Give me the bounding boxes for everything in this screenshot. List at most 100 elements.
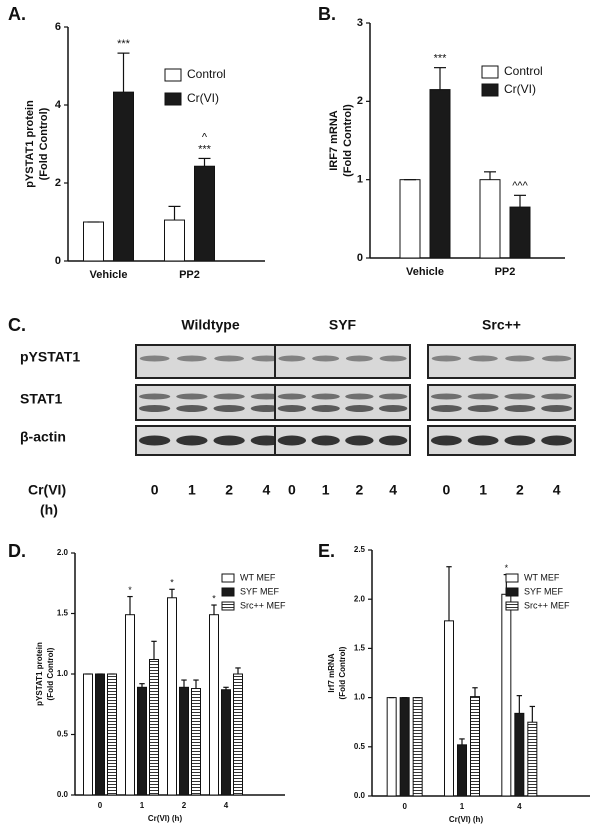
blot-band [176,393,208,400]
y-axis-label: pYSTAT1 protein [24,100,36,188]
bar [83,673,93,796]
y-tick-label: 2.5 [354,545,366,554]
lane-label: 2 [516,482,524,498]
bar [164,219,185,262]
legend-swatch [481,83,499,97]
row-label: STAT1 [20,391,62,407]
x-tick-label: PP2 [179,269,200,281]
x-tick-label: Vehicle [90,269,128,281]
legend-swatch [505,573,519,583]
blot-band [505,355,535,362]
legend-swatch [505,601,519,611]
significance-mark: ^^^ [512,180,528,192]
panel-label: C. [8,315,26,335]
lane-label: 1 [322,482,330,498]
y-axis-label: (Fold Control) [342,104,354,177]
blot-band [345,355,373,362]
x-tick-label: PP2 [495,266,516,278]
blot-band [467,393,499,400]
time-label: Cr(VI) [28,482,66,498]
blot-band [467,435,499,446]
legend-label: Control [504,64,543,78]
significance-mark: * [170,578,174,588]
y-tick-label: 1.0 [354,693,366,702]
lane-label: 0 [442,482,450,498]
bar [233,673,243,796]
blot-band [176,355,207,362]
y-tick-label: 6 [55,21,61,33]
lane-label: 1 [479,482,487,498]
y-tick-label: 2 [55,177,61,189]
x-tick-label: 0 [98,801,103,810]
bar [509,206,531,259]
bar [386,697,397,797]
blot-band [138,393,171,400]
x-tick-label: 4 [224,801,229,810]
significance-mark: *** [198,143,212,155]
blot-frame [427,344,576,379]
panel-label: D. [8,541,26,561]
panel-label: A. [8,4,26,24]
blot-frame [135,384,286,421]
blot-band [467,405,499,412]
blot-band [541,405,573,412]
blot-band [431,355,462,362]
legend-label: Control [187,67,226,81]
panel-label: E. [318,541,335,561]
blot-band [378,393,408,400]
lane-label: 2 [225,482,233,498]
lane-label: 2 [355,482,363,498]
bar [501,593,512,797]
lane-label: 0 [288,482,296,498]
legend-swatch [221,573,235,583]
blot-band [277,435,307,446]
blot-band [213,393,245,400]
legend-label: Cr(VI) [504,82,536,96]
bar [137,686,147,796]
y-axis-label: IRF7 mRNA [328,110,340,171]
blot-band [504,393,536,400]
legend-label: Src++ MEF [524,600,570,610]
bar [527,721,538,797]
y-axis-label: (Fold Control) [38,107,50,180]
significance-mark: *** [117,38,131,50]
bar [514,712,525,797]
bar [470,696,480,797]
row-label: pYSTAT1 [20,349,80,365]
significance-mark: * [505,563,509,573]
bar [194,165,215,262]
legend-label: WT MEF [524,572,560,582]
lane-label: 4 [389,482,397,498]
bar [95,673,105,796]
bar [399,179,421,259]
blot-band [138,435,171,446]
significance-mark: ^ [202,131,208,143]
blot-band [312,355,340,362]
blot-band [430,393,462,400]
significance-mark: * [128,585,132,595]
blot-band [430,435,462,446]
legend-label: WT MEF [240,572,276,582]
legend-label: SYF MEF [524,586,564,596]
lane-label: 4 [262,482,270,498]
blot-band [504,405,536,412]
x-tick-label: 0 [402,802,407,811]
blot-band [251,355,282,362]
blot-band [430,405,462,412]
y-tick-label: 0.0 [57,790,69,799]
blot-band [345,405,374,412]
y-tick-label: 0 [55,255,61,267]
y-tick-label: 0.0 [354,791,366,800]
lane-label: 4 [553,482,561,498]
y-tick-label: 2 [357,95,363,107]
x-tick-label: 1 [460,802,465,811]
blot-band [213,435,245,446]
blot-band [213,405,245,412]
blot-band [176,435,208,446]
bar [429,89,451,259]
blot-band [139,355,170,362]
y-tick-label: 2.0 [354,594,366,603]
significance-mark: * [212,593,216,603]
lane-label: 1 [188,482,196,498]
